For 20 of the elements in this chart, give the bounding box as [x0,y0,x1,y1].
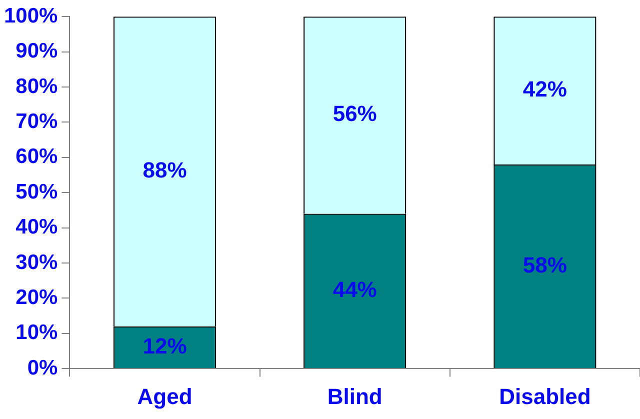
x-tick-label: Aged [137,384,192,409]
data-label: 88% [142,158,187,183]
x-tick-label: Disabled [499,384,591,409]
y-tick-label: 0% [27,356,58,380]
data-label: 44% [332,276,377,302]
data-label: 42% [522,76,567,102]
y-tick-label: 20% [16,286,58,309]
y-tick-label: 10% [16,321,58,344]
y-tick-label: 100% [4,4,58,28]
data-label: 12% [142,333,187,358]
y-tick-label: 70% [16,110,58,133]
x-tick-label: Blind [327,384,382,409]
data-label: 56% [332,101,377,126]
y-tick-label: 80% [16,74,58,98]
y-tick-label: 50% [16,180,58,204]
data-label: 58% [522,252,567,278]
y-tick-label: 60% [16,145,58,168]
y-tick-label: 90% [16,40,58,63]
y-tick-label: 30% [16,250,58,274]
y-tick-label: 40% [16,216,58,239]
